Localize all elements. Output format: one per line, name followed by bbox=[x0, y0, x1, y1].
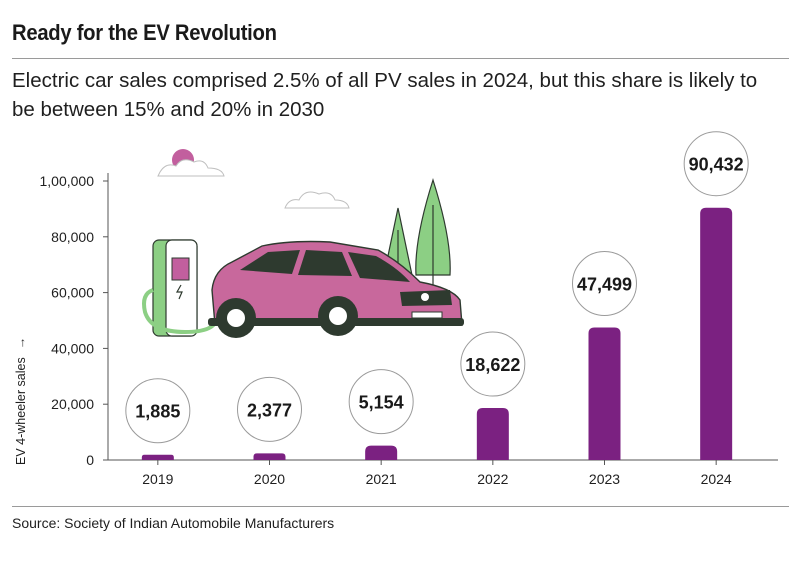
y-tick-label: 20,000 bbox=[51, 396, 94, 412]
x-tick-label: 2024 bbox=[701, 471, 732, 487]
chart-bars bbox=[141, 207, 733, 460]
bar-2019 bbox=[141, 454, 174, 460]
data-label: 47,499 bbox=[577, 274, 632, 294]
x-tick-label: 2021 bbox=[366, 471, 397, 487]
y-axis-title: EV 4-wheeler sales→ bbox=[14, 337, 28, 465]
chart-subtitle: Electric car sales comprised 2.5% of all… bbox=[12, 69, 758, 121]
data-label-bubble bbox=[348, 369, 414, 435]
car-icon bbox=[208, 240, 464, 338]
y-tick-label: 1,00,000 bbox=[40, 173, 95, 189]
y-tick-label: 80,000 bbox=[51, 229, 94, 245]
data-label: 5,154 bbox=[359, 393, 404, 413]
data-label: 18,622 bbox=[465, 355, 520, 375]
bar-2021 bbox=[365, 445, 398, 460]
data-label-bubble bbox=[683, 131, 749, 197]
cloud-icon bbox=[157, 159, 225, 177]
data-label-bubble bbox=[237, 376, 302, 442]
title-divider bbox=[12, 58, 789, 59]
chart-data-labels: 1,885 2,377 5,154 18,622 47,499 90,432 bbox=[125, 131, 749, 444]
x-tick-label: 2023 bbox=[589, 471, 620, 487]
footer-divider bbox=[12, 506, 789, 507]
bar-2022 bbox=[476, 408, 509, 460]
y-tick-label: 60,000 bbox=[51, 285, 94, 301]
chart-axes: 0 20,000 40,000 60,000 80,000 1,00,000 2019 202… bbox=[40, 173, 778, 487]
y-tick-label: 40,000 bbox=[51, 340, 94, 356]
x-tick-label: 2019 bbox=[142, 471, 173, 487]
chart-title: Ready for the EV Revolution bbox=[12, 20, 277, 45]
charging-station-icon bbox=[142, 239, 219, 337]
data-label: 2,377 bbox=[247, 400, 292, 420]
bar-2023 bbox=[588, 327, 621, 460]
data-label: 1,885 bbox=[135, 402, 180, 422]
bar-2024 bbox=[700, 207, 733, 460]
y-tick-label: 0 bbox=[86, 452, 94, 468]
data-label-bubble bbox=[460, 331, 526, 397]
data-label-bubble bbox=[125, 378, 191, 444]
data-label-bubble bbox=[572, 250, 637, 316]
bar-chart: 0 20,000 40,000 60,000 80,000 1,00,000 2019 202… bbox=[14, 131, 778, 487]
source-note: Source: Society of Indian Automobile Man… bbox=[12, 515, 335, 531]
ev-illustration bbox=[142, 149, 464, 338]
data-label: 90,432 bbox=[689, 155, 744, 175]
cloud-icon-2 bbox=[284, 191, 350, 209]
bar-2020 bbox=[253, 453, 286, 460]
x-tick-label: 2022 bbox=[477, 471, 508, 487]
x-tick-label: 2020 bbox=[254, 471, 285, 487]
tree-icon bbox=[415, 178, 451, 285]
